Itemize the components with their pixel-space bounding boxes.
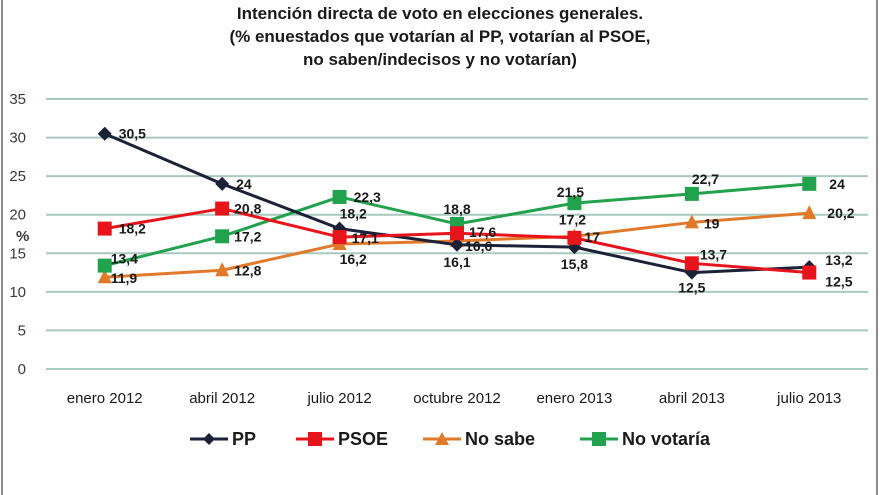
legend-label-psoe: PSOE [338, 428, 389, 449]
data-point-no-sabe [97, 269, 112, 284]
data-label-no-sabe: 11,9 [111, 270, 138, 286]
data-label-psoe: 12,5 [825, 274, 852, 290]
frame-left-border [1, 0, 3, 495]
data-label-pp: 15,8 [561, 256, 588, 272]
data-point-no-votaría [215, 229, 230, 244]
data-point-no-votaría [567, 196, 582, 211]
series-markers [97, 126, 817, 284]
y-tick-label: 15 [9, 245, 26, 262]
data-label-psoe: 18,2 [119, 221, 146, 237]
data-point-no-votaría [802, 176, 817, 191]
data-label-no-votaría: 22,7 [692, 171, 719, 187]
legend-marker-pp-icon [190, 433, 228, 445]
data-label-no-sabe: 16,2 [340, 251, 367, 267]
x-axis-ticks: enero 2012 abril 2012 julio 2012 octubre 20… [67, 390, 842, 407]
data-label-no-sabe: 12,8 [234, 262, 261, 278]
data-point-no-sabe [802, 205, 817, 220]
y-tick-label: 10 [9, 284, 26, 301]
x-tick-label: enero 2013 [536, 390, 612, 407]
data-point-psoe [567, 230, 582, 245]
y-tick-label: 30 [9, 130, 26, 147]
data-label-psoe: 17,6 [469, 224, 496, 240]
data-label-no-sabe: 19 [704, 215, 720, 231]
x-tick-label: enero 2012 [67, 390, 143, 407]
y-axis-ticks: 0 5 10 15 20 25 30 35 [9, 91, 26, 378]
data-point-psoe [684, 256, 699, 271]
y-tick-label: 20 [9, 207, 26, 224]
x-tick-label: abril 2012 [189, 390, 255, 407]
data-point-psoe [97, 221, 112, 236]
data-label-pp: 13,2 [825, 252, 852, 268]
data-label-psoe: 17,1 [352, 230, 379, 246]
legend-label-no-sabe: No sabe [465, 428, 536, 449]
y-tick-label: 0 [18, 361, 26, 378]
data-point-no-votaría [332, 189, 347, 204]
data-label-pp: 30,5 [119, 126, 146, 142]
chart-title-line-3: no saben/indecisos y no votarían) [303, 50, 577, 69]
legend: PP PSOE No sabe No votaría [0, 426, 880, 452]
chart-title: Intención directa de voto en elecciones … [0, 2, 880, 71]
data-label-psoe: 17 [584, 229, 600, 245]
data-label-pp: 24 [236, 176, 252, 192]
legend-item-psoe[interactable]: PSOE [296, 426, 388, 452]
data-labels: 30,5 24 18,2 16,1 15,8 12,5 13,2 18,2 20,8 17,1 17… [111, 126, 855, 296]
legend-item-pp[interactable]: PP [190, 426, 256, 452]
data-point-no-votaría [684, 186, 699, 201]
chart-title-line-2: (% enuestados que votarían al PP, votarí… [229, 27, 651, 46]
data-label-no-sabe: 16,6 [465, 238, 492, 254]
y-tick-label: 35 [9, 91, 26, 108]
legend-label-no-votaria: No votaría [622, 428, 711, 449]
data-label-pp: 16,1 [443, 254, 470, 270]
data-label-psoe: 13,7 [700, 246, 727, 262]
legend-item-no-sabe[interactable]: No sabe [423, 426, 535, 452]
data-point-no-votaría [97, 258, 112, 273]
data-label-no-sabe: 17,2 [559, 211, 586, 227]
data-point-no-sabe [215, 262, 230, 277]
data-label-psoe: 20,8 [234, 201, 261, 217]
legend-label-pp: PP [232, 428, 257, 449]
x-tick-label: abril 2013 [659, 390, 725, 407]
legend-item-no-votaria[interactable]: No votaría [580, 426, 710, 452]
data-point-pp [215, 176, 230, 191]
data-label-no-votaría: 22,3 [354, 189, 381, 205]
x-tick-label: julio 2013 [776, 390, 841, 407]
data-point-psoe [450, 226, 464, 241]
data-label-no-sabe: 20,2 [827, 205, 854, 221]
data-point-no-sabe [684, 214, 699, 229]
data-label-no-votaría: 17,2 [234, 228, 261, 244]
legend-marker-no-votaria-icon [580, 432, 618, 446]
data-label-no-votaría: 21,5 [557, 184, 584, 200]
y-tick-label: 25 [9, 168, 26, 185]
data-label-no-votaría: 18,8 [443, 201, 470, 217]
data-point-pp [97, 126, 112, 141]
data-label-pp: 18,2 [340, 206, 367, 222]
data-point-psoe [802, 265, 817, 280]
data-point-psoe [215, 201, 230, 216]
y-axis-label: % [16, 228, 29, 245]
data-label-no-votaría: 24 [829, 176, 845, 192]
data-label-pp: 12,5 [678, 280, 705, 296]
data-point-psoe [332, 230, 347, 245]
legend-marker-psoe-icon [296, 432, 334, 446]
chart-title-line-1: Intención directa de voto en elecciones … [236, 4, 644, 23]
legend-marker-no-sabe-icon [423, 432, 461, 445]
data-point-pp [450, 237, 464, 252]
x-tick-label: octubre 2012 [413, 390, 501, 407]
frame-right-border [876, 0, 878, 495]
x-tick-label: julio 2012 [306, 390, 371, 407]
y-tick-label: 5 [18, 322, 26, 339]
data-label-no-votaría: 13,4 [111, 251, 138, 267]
